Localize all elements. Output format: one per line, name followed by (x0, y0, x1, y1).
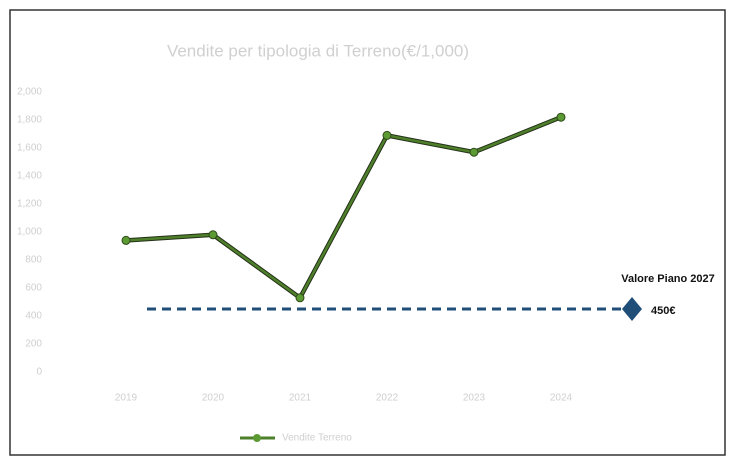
point (382, 130, 392, 140)
series-line (125, 116, 562, 300)
chart-title: Vendite per tipologia di Terreno(€/1,000… (167, 41, 469, 60)
y-tick-label: 400 (25, 311, 42, 322)
point (121, 235, 131, 245)
legend-label: Vendite Terreno (282, 433, 352, 444)
y-tick-label: 1,000 (17, 227, 42, 238)
reference-marker (622, 297, 642, 321)
legend-marker (253, 434, 261, 442)
reference-label: 450€ (651, 305, 675, 317)
x-tick-label: 2021 (289, 393, 312, 404)
y-tick-label: 800 (25, 255, 42, 266)
x-tick-label: 2020 (202, 393, 225, 404)
y-tick-label: 1,600 (17, 143, 42, 154)
chart-frame (9, 9, 726, 456)
y-tick-label: 1,400 (17, 171, 42, 182)
x-tick-label: 2022 (376, 393, 399, 404)
y-tick-label: 2,000 (17, 87, 42, 98)
y-tick-label: 0 (36, 367, 42, 378)
point (208, 230, 218, 240)
y-tick-label: 1,200 (17, 199, 42, 210)
point (295, 293, 305, 303)
x-tick-label: 2019 (115, 393, 138, 404)
point (469, 147, 479, 157)
reference-name: Valore Piano 2027 (621, 273, 715, 285)
x-tick-label: 2024 (550, 393, 573, 404)
y-tick-label: 600 (25, 283, 42, 294)
point (556, 112, 566, 122)
x-tick-label: 2023 (463, 393, 486, 404)
y-tick-label: 200 (25, 339, 42, 350)
y-tick-label: 1,800 (17, 115, 42, 126)
